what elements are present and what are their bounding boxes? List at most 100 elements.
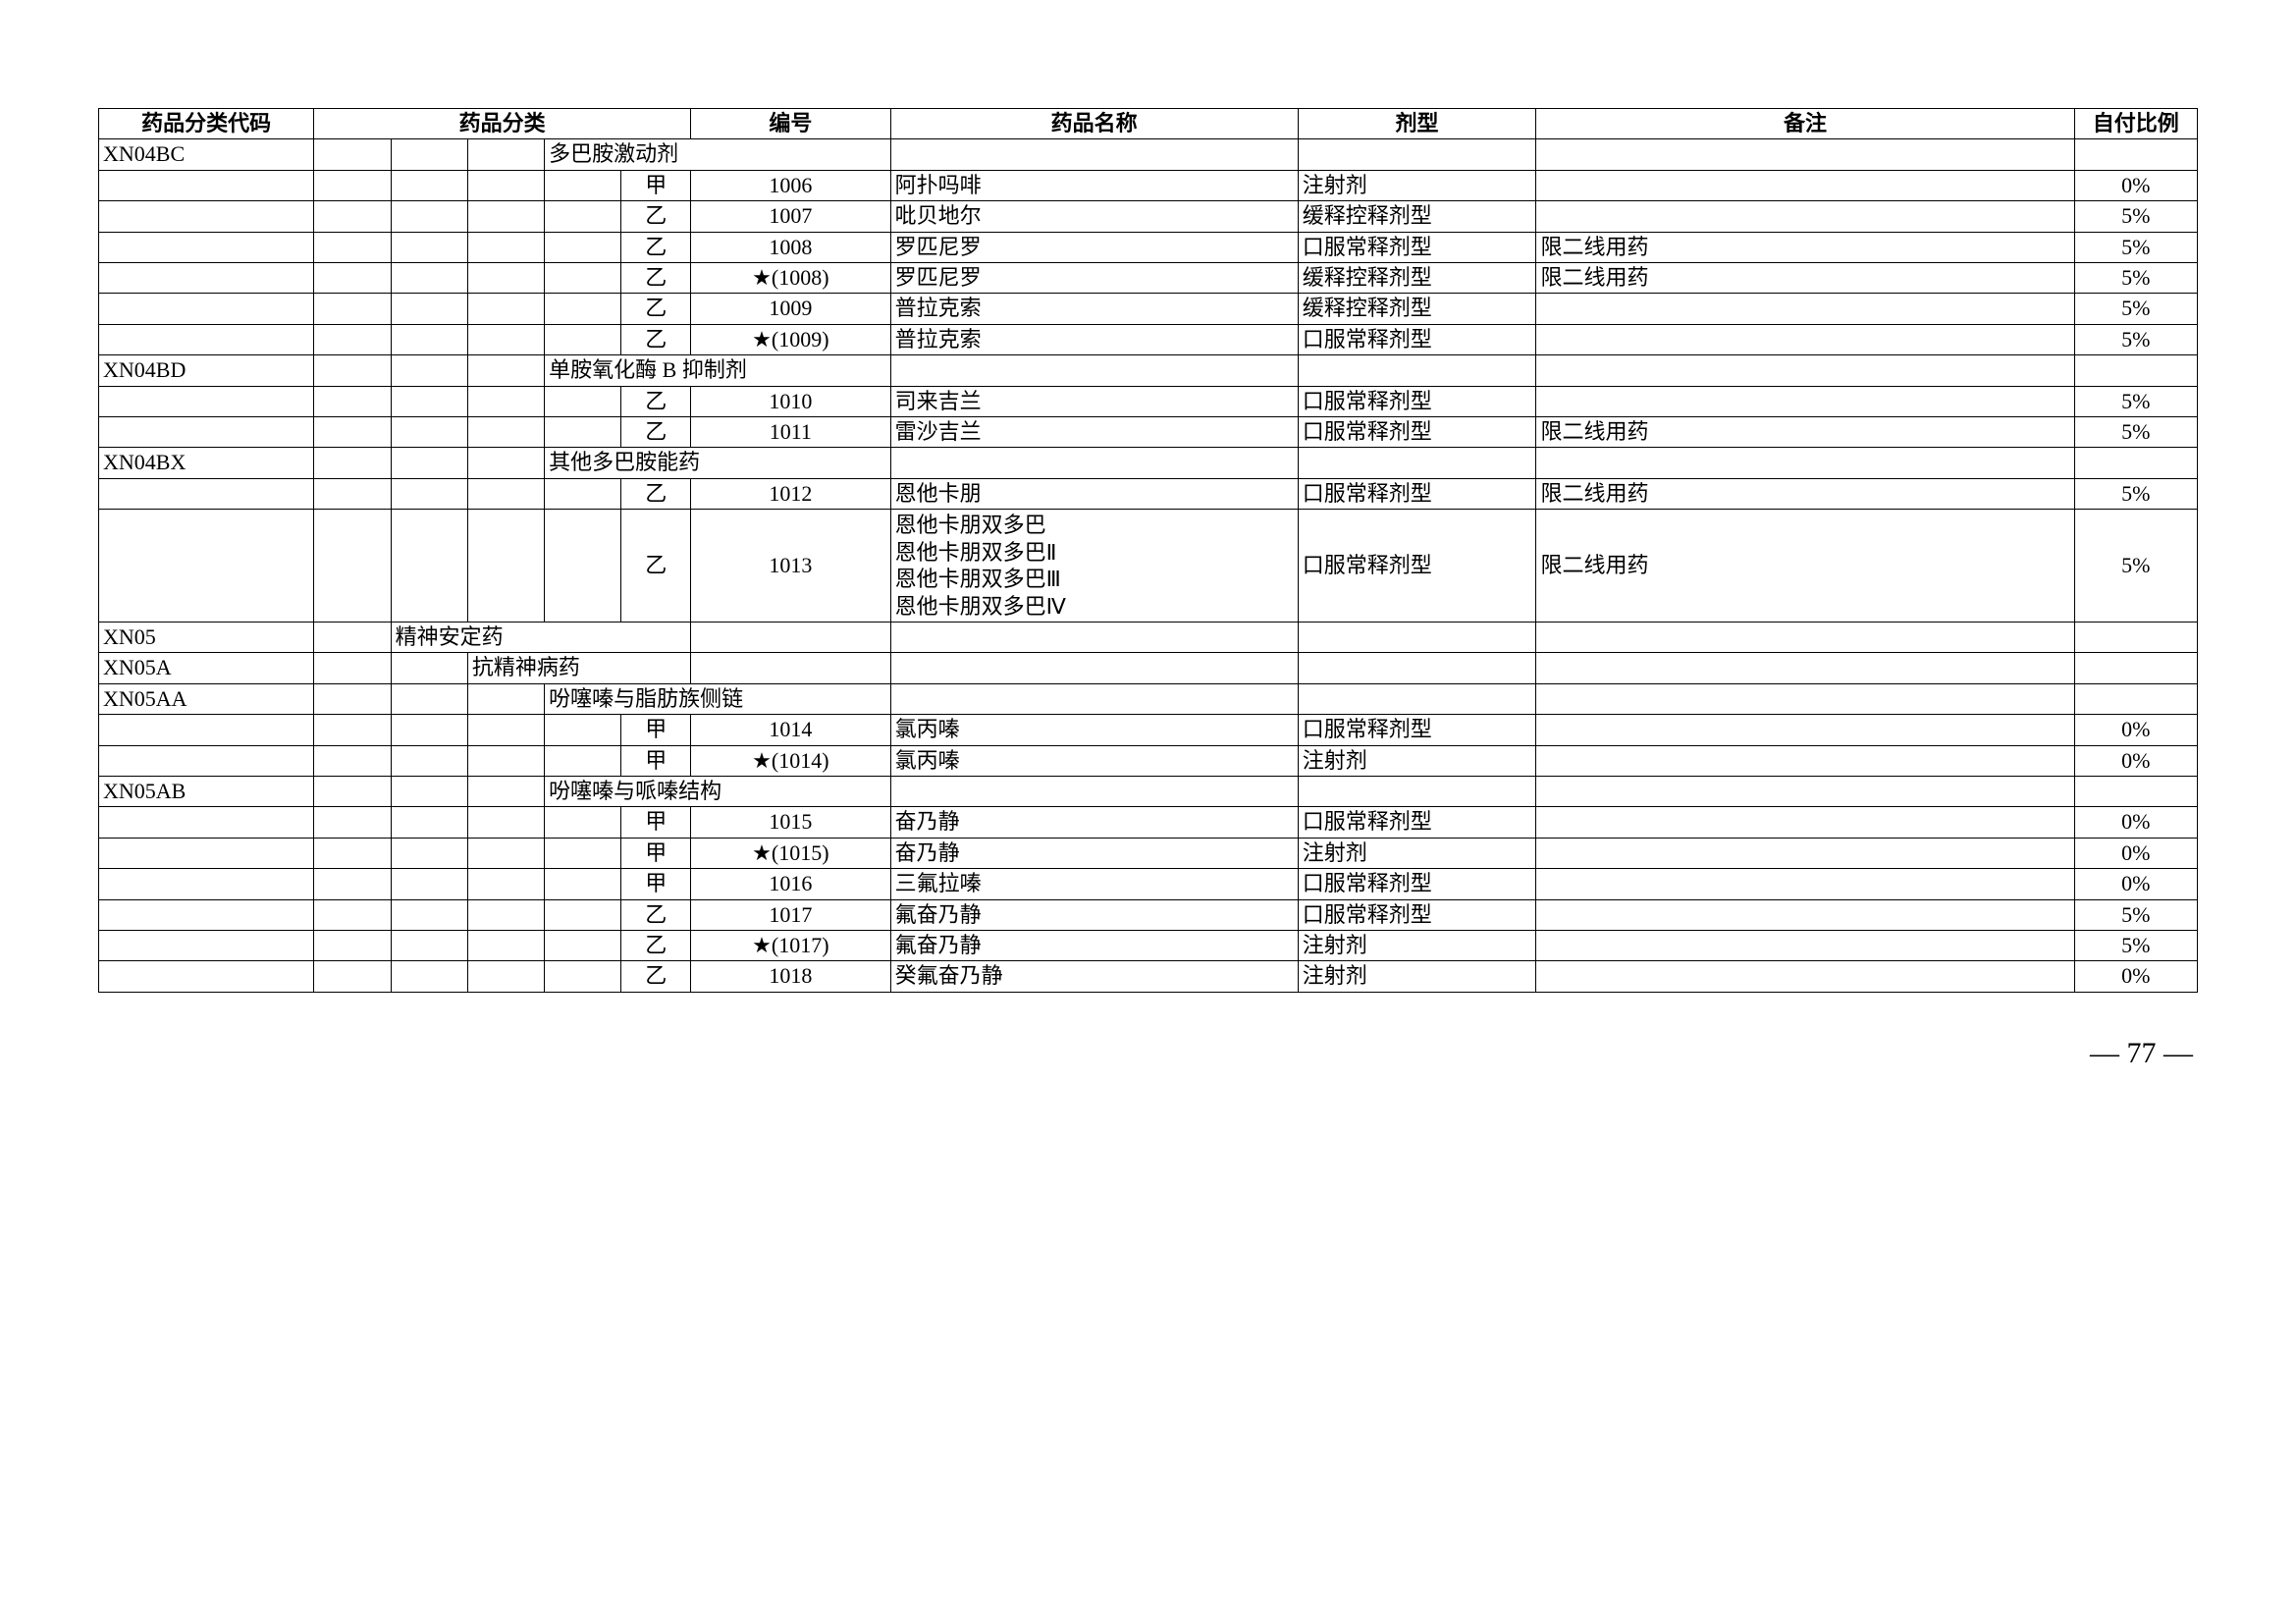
cell-code (99, 745, 314, 776)
cell-remark (1536, 448, 2074, 478)
cell-number: 1017 (691, 899, 891, 930)
cell-cat4 (545, 869, 621, 899)
cell-cat1 (314, 510, 391, 623)
table-row: 甲1006阿扑吗啡注射剂0% (99, 170, 2198, 200)
cell-cat2 (391, 683, 467, 714)
cell-code (99, 838, 314, 868)
cell-cat3 (467, 170, 544, 200)
cell-code (99, 294, 314, 324)
cell-remark (1536, 294, 2074, 324)
header-number: 编号 (691, 109, 891, 139)
cell-code (99, 930, 314, 960)
table-row: XN04BD单胺氧化酶 B 抑制剂 (99, 355, 2198, 386)
cell-name (890, 448, 1298, 478)
table-row: XN05精神安定药 (99, 623, 2198, 653)
table-row: XN05AA吩噻嗪与脂肪族侧链 (99, 683, 2198, 714)
cell-ratio (2074, 683, 2197, 714)
cell-cat2 (391, 869, 467, 899)
cell-name: 吡贝地尔 (890, 201, 1298, 232)
header-remark: 备注 (1536, 109, 2074, 139)
cell-form: 口服常释剂型 (1298, 807, 1536, 838)
cell-cat3 (467, 324, 544, 354)
cell-form (1298, 683, 1536, 714)
cell-cat4 (545, 899, 621, 930)
cell-name: 奋乃静 (890, 807, 1298, 838)
cell-remark (1536, 201, 2074, 232)
cell-ratio: 5% (2074, 416, 2197, 447)
cell-form: 口服常释剂型 (1298, 510, 1536, 623)
cell-number: 1018 (691, 961, 891, 992)
cell-cat1 (314, 262, 391, 293)
cell-cat2 (391, 961, 467, 992)
cell-name (890, 355, 1298, 386)
cell-form: 口服常释剂型 (1298, 715, 1536, 745)
cell-name: 氟奋乃静 (890, 899, 1298, 930)
cell-code: XN04BX (99, 448, 314, 478)
cell-cat3 (467, 232, 544, 262)
cell-code (99, 232, 314, 262)
table-row: XN04BX其他多巴胺能药 (99, 448, 2198, 478)
cell-cat2 (391, 294, 467, 324)
table-row: XN05AB吩噻嗪与哌嗪结构 (99, 777, 2198, 807)
table-row: 乙1010司来吉兰口服常释剂型5% (99, 386, 2198, 416)
cell-remark: 限二线用药 (1536, 232, 2074, 262)
cell-form: 缓释控释剂型 (1298, 262, 1536, 293)
cell-cat4 (545, 294, 621, 324)
cell-cat4 (545, 930, 621, 960)
cell-code (99, 899, 314, 930)
table-row: 乙1008罗匹尼罗口服常释剂型限二线用药5% (99, 232, 2198, 262)
header-code: 药品分类代码 (99, 109, 314, 139)
page-number: — 77 — (98, 1037, 2198, 1070)
cell-cat2 (391, 201, 467, 232)
cell-cat1 (314, 416, 391, 447)
cell-ratio (2074, 777, 2197, 807)
cell-level: 乙 (621, 961, 691, 992)
cell-name: 司来吉兰 (890, 386, 1298, 416)
cell-level: 乙 (621, 201, 691, 232)
cell-number: ★(1015) (691, 838, 891, 868)
cell-number: 1014 (691, 715, 891, 745)
cell-cat3 (467, 777, 544, 807)
header-form: 剂型 (1298, 109, 1536, 139)
cell-remark (1536, 139, 2074, 170)
cell-cat1 (314, 355, 391, 386)
cell-cat1 (314, 745, 391, 776)
cell-code (99, 715, 314, 745)
cell-remark (1536, 899, 2074, 930)
cell-cat2 (391, 355, 467, 386)
cell-cat1 (314, 201, 391, 232)
cell-cat3 (467, 510, 544, 623)
cell-form: 口服常释剂型 (1298, 416, 1536, 447)
cell-remark: 限二线用药 (1536, 416, 2074, 447)
cell-code: XN04BD (99, 355, 314, 386)
table-row: XN04BC 多巴胺激动剂 (99, 139, 2198, 170)
cell-code: XN04BC (99, 139, 314, 170)
cell-cat3 (467, 899, 544, 930)
cell-level: 乙 (621, 899, 691, 930)
cell-category: 多巴胺激动剂 (545, 139, 890, 170)
cell-cat2 (391, 139, 467, 170)
cell-number: ★(1008) (691, 262, 891, 293)
cell-cat2 (391, 510, 467, 623)
cell-cat3 (467, 478, 544, 509)
cell-number: 1012 (691, 478, 891, 509)
cell-ratio: 0% (2074, 961, 2197, 992)
cell-number (691, 623, 891, 653)
cell-cat1 (314, 838, 391, 868)
cell-code (99, 262, 314, 293)
cell-form: 注射剂 (1298, 170, 1536, 200)
cell-code (99, 386, 314, 416)
cell-level: 乙 (621, 416, 691, 447)
cell-cat2 (391, 448, 467, 478)
cell-cat2 (391, 899, 467, 930)
table-row: 甲★(1015)奋乃静注射剂0% (99, 838, 2198, 868)
cell-number: ★(1017) (691, 930, 891, 960)
cell-level: 乙 (621, 262, 691, 293)
cell-name: 癸氟奋乃静 (890, 961, 1298, 992)
cell-cat3 (467, 416, 544, 447)
cell-ratio: 5% (2074, 232, 2197, 262)
cell-form (1298, 653, 1536, 683)
cell-code (99, 324, 314, 354)
cell-name (890, 623, 1298, 653)
cell-remark: 限二线用药 (1536, 510, 2074, 623)
